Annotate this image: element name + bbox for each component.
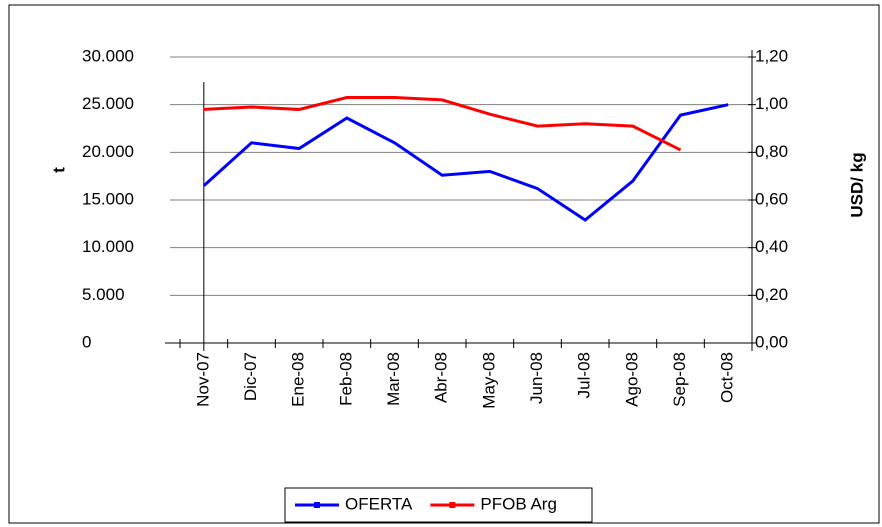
y2-tick-label: 0,00 [755, 332, 788, 351]
y2-tick-label: 1,00 [755, 94, 788, 113]
legend-marker [314, 502, 320, 508]
y-tick-label: 0 [82, 332, 91, 351]
y2-tick-label: 0,20 [755, 285, 788, 304]
x-tick-label: Abr-08 [432, 352, 451, 403]
y-tick-label: 30.000 [82, 46, 134, 65]
x-tick-label: Mar-08 [384, 352, 403, 406]
y2-tick-label: 1,20 [755, 46, 788, 65]
legend-label: PFOB Arg [480, 494, 557, 513]
y2-tick-label: 0,80 [755, 142, 788, 161]
x-tick-label: Feb-08 [336, 352, 355, 406]
y2-axis-title: USD/ kg [847, 152, 866, 217]
y-tick-label: 10.000 [82, 237, 134, 256]
y2-tick-label: 0,40 [755, 237, 788, 256]
x-tick-label: Nov-07 [193, 352, 212, 407]
y-tick-label: 15.000 [82, 189, 134, 208]
series-line [203, 96, 682, 152]
x-tick-label: Jun-08 [527, 352, 546, 404]
y-tick-label: 5.000 [82, 285, 125, 304]
series-line [202, 103, 729, 222]
y-tick-label: 20.000 [82, 142, 134, 161]
y-axis-title: t [49, 167, 68, 173]
x-tick-label: Sep-08 [670, 352, 689, 407]
x-tick-label: May-08 [479, 352, 498, 409]
x-tick-label: Dic-07 [241, 352, 260, 401]
y2-tick-label: 0,60 [755, 189, 788, 208]
x-tick-label: Jul-08 [575, 352, 594, 398]
chart-frame [8, 4, 880, 524]
x-tick-label: Ago-08 [622, 352, 641, 407]
y-tick-label: 25.000 [82, 94, 134, 113]
x-tick-label: Oct-08 [718, 352, 737, 403]
legend-label: OFERTA [345, 494, 413, 513]
legend-marker [449, 502, 456, 508]
x-tick-label: Ene-08 [289, 352, 308, 407]
